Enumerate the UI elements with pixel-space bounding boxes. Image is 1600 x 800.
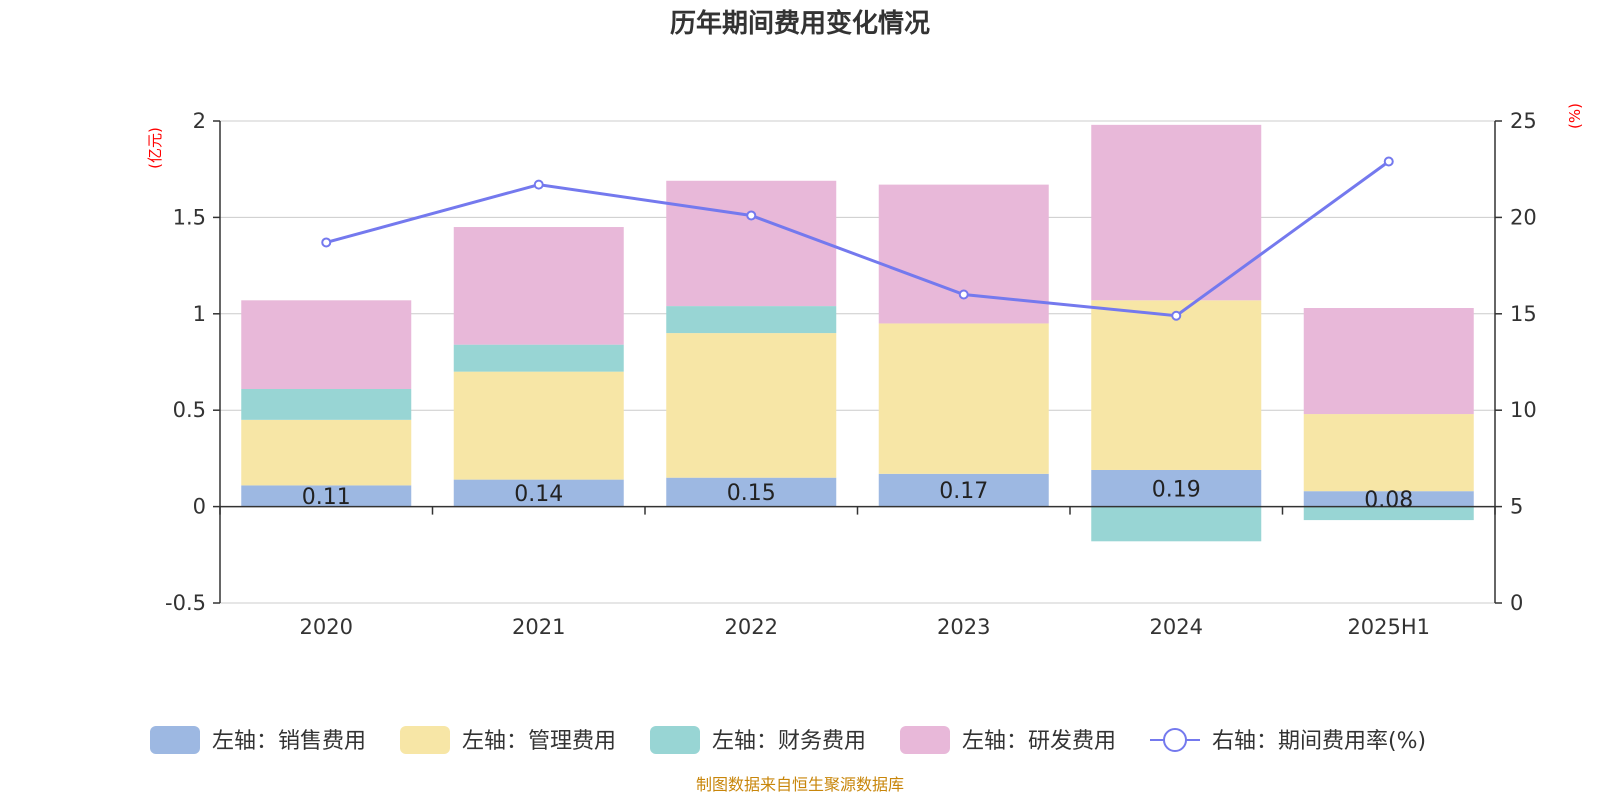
bar-segment	[1091, 469, 1262, 507]
category-label: 2022	[725, 615, 778, 639]
right-tick-label: 5	[1510, 495, 1523, 519]
bar-segment	[453, 479, 624, 507]
rate-line	[321, 156, 1394, 321]
bar-segment	[1303, 308, 1474, 415]
bar-value-label: 0.17	[939, 479, 988, 504]
right-axis-unit: (%)	[1566, 103, 1584, 129]
bar-segment	[1091, 506, 1262, 542]
bar-segment	[666, 477, 837, 507]
legend-swatch	[650, 726, 700, 754]
legend-label: 左轴：销售费用	[212, 729, 366, 754]
bar-segment	[241, 485, 412, 507]
bar-segment	[1091, 300, 1262, 470]
bar-segment	[241, 419, 412, 486]
rate-line-path	[325, 160, 1390, 318]
chart-title: 历年期间费用变化情况	[670, 8, 930, 39]
data-labels: 0.11 0.14 0.15 0.17 0.19 0.08	[302, 477, 1413, 513]
right-tick-label: 0	[1510, 591, 1523, 615]
right-tick-label: 15	[1510, 302, 1537, 326]
bar-segment	[453, 371, 624, 480]
category-label: 2023	[937, 615, 990, 639]
bar-segment	[1303, 506, 1474, 521]
category-label: 2025H1	[1347, 615, 1430, 639]
bar-value-label: 0.19	[1152, 477, 1201, 502]
right-tick-label: 25	[1510, 109, 1537, 133]
bar-segment	[453, 227, 624, 345]
bar-segment	[666, 306, 837, 334]
bar-segment	[666, 180, 837, 307]
category-label: 2021	[512, 615, 565, 639]
left-tick-label: -0.5	[165, 591, 206, 615]
rate-point	[1171, 310, 1182, 321]
bar-value-label: 0.14	[514, 482, 563, 507]
legend-label: 左轴：财务费用	[712, 729, 866, 754]
rate-point	[1383, 156, 1394, 167]
rate-point	[533, 179, 544, 190]
bar-segment	[878, 323, 1049, 474]
bar-segment	[878, 184, 1049, 324]
bar-segment	[666, 333, 837, 478]
rate-point	[958, 289, 969, 300]
bar-segment	[241, 388, 412, 420]
bar-segment	[453, 344, 624, 372]
category-label: 2024	[1150, 615, 1203, 639]
left-tick-label: 1.5	[173, 205, 206, 229]
bar-segment	[1091, 124, 1262, 301]
legend: 左轴：销售费用 左轴：管理费用 左轴：财务费用 左轴：研发费用 右轴：期间费用率(%)	[150, 726, 1426, 754]
legend-label: 左轴：管理费用	[462, 729, 616, 754]
bar-value-label: 0.11	[302, 485, 351, 510]
bar-segment	[241, 300, 412, 389]
bars	[241, 124, 1474, 542]
legend-swatch	[900, 726, 950, 754]
legend-swatch	[150, 726, 200, 754]
legend-point-swatch	[1163, 728, 1187, 752]
bar-segment	[878, 473, 1049, 507]
legend-label: 左轴：研发费用	[962, 729, 1116, 754]
left-tick-label: 2	[193, 109, 206, 133]
right-tick-label: 20	[1510, 205, 1537, 229]
legend-label: 右轴：期间费用率(%)	[1212, 729, 1426, 754]
legend-swatch	[400, 726, 450, 754]
bar-segment	[1303, 414, 1474, 492]
left-tick-label: 0	[193, 495, 206, 519]
source-note: 制图数据来自恒生聚源数据库	[696, 775, 904, 794]
rate-point	[321, 237, 332, 248]
left-tick-label: 0.5	[173, 398, 206, 422]
bar-value-label: 0.15	[727, 481, 776, 506]
left-axis-unit: (亿元)	[146, 127, 164, 169]
bar-segment	[1303, 491, 1474, 507]
right-tick-label: 10	[1510, 398, 1537, 422]
rate-point	[746, 210, 757, 221]
bar-value-label: 0.08	[1364, 488, 1413, 513]
left-tick-label: 1	[193, 302, 206, 326]
category-label: 2020	[300, 615, 353, 639]
